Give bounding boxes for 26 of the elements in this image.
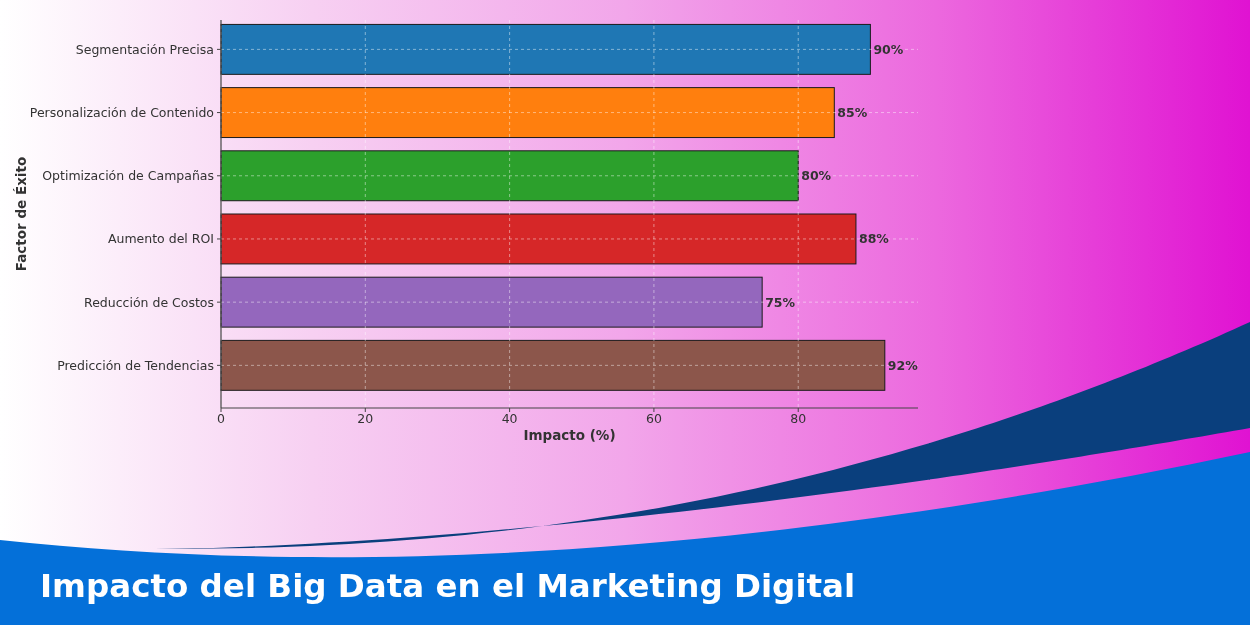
data-label: 75% xyxy=(765,294,796,310)
x-tick-label: 60 xyxy=(645,411,662,426)
data-label: 85% xyxy=(837,104,868,120)
x-tick-label: 40 xyxy=(501,411,518,426)
data-label: 88% xyxy=(858,231,890,247)
bar xyxy=(220,87,835,139)
x-tick-label: 0 xyxy=(217,411,226,426)
y-tick-label: Optimización de Campañas xyxy=(42,168,214,184)
bar xyxy=(220,23,871,75)
y-tick-label: Reducción de Costos xyxy=(84,294,214,310)
data-label: 80% xyxy=(801,168,832,184)
y-tick-label: Personalización de Contenido xyxy=(29,104,214,120)
y-tick-label: Predicción de Tendencias xyxy=(57,357,214,373)
data-label: 92% xyxy=(887,357,919,373)
y-axis-title: Factor de Éxito xyxy=(13,156,29,272)
bar xyxy=(220,339,886,391)
text: Impacto del Big Data en el Marketing Digital xyxy=(40,567,856,605)
bar xyxy=(220,276,763,328)
data-label: 90% xyxy=(873,41,904,57)
y-tick-label: Aumento del ROI xyxy=(107,231,214,247)
x-tick-label: 20 xyxy=(357,411,374,426)
bar xyxy=(220,213,857,265)
y-tick-label: Segmentación Precisa xyxy=(75,41,214,57)
x-tick-label: 80 xyxy=(790,411,807,426)
bar xyxy=(220,150,799,202)
x-axis-title: Impacto (%) xyxy=(523,427,616,443)
